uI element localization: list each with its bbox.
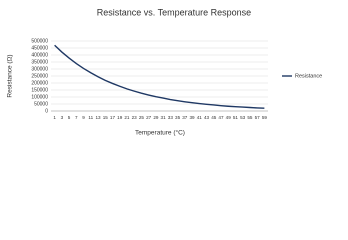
x-tick-label: 5 <box>68 115 71 120</box>
x-tick-label: 3 <box>61 115 64 120</box>
y-tick-label: 150000 <box>31 87 48 93</box>
y-tick-label: 300000 <box>31 66 48 72</box>
x-tick-label: 19 <box>117 115 123 120</box>
x-tick-label: 55 <box>247 115 253 120</box>
x-tick-label: 29 <box>153 115 159 120</box>
y-axis-title: Resistance (Ω) <box>7 54 14 97</box>
y-tick-label: 200000 <box>31 80 48 86</box>
x-tick-label: 53 <box>240 115 246 120</box>
y-tick-label: 350000 <box>31 59 48 65</box>
y-tick-label: 100000 <box>31 94 48 100</box>
x-axis-title: Temperature (°C) <box>135 129 185 137</box>
x-tick-label: 1 <box>53 115 56 120</box>
x-tick-label: 15 <box>103 115 109 120</box>
x-tick-label: 51 <box>233 115 239 120</box>
x-tick-label: 35 <box>175 115 181 120</box>
x-tick-label: 39 <box>189 115 195 120</box>
x-tick-label: 57 <box>255 115 261 120</box>
x-tick-label: 25 <box>139 115 145 120</box>
y-tick-label: 450000 <box>31 45 48 51</box>
y-tick-label: 250000 <box>31 73 48 79</box>
x-tick-label: 17 <box>110 115 116 120</box>
x-tick-label: 59 <box>262 115 268 120</box>
x-tick-label: 21 <box>124 115 130 120</box>
x-tick-label: 11 <box>88 115 93 120</box>
x-tick-label: 45 <box>211 115 217 120</box>
x-tick-label: 7 <box>75 115 78 120</box>
y-tick-label: 50000 <box>34 101 48 107</box>
legend-label: Resistance <box>295 73 322 79</box>
chart: Resistance vs. Temperature Response Resi… <box>7 7 323 137</box>
y-tick-label: 0 <box>45 108 48 114</box>
x-tick-label: 49 <box>226 115 232 120</box>
x-tick-label: 9 <box>82 115 85 120</box>
x-tick-label: 13 <box>95 115 101 120</box>
x-tick-label: 33 <box>168 115 174 120</box>
y-tick-label: 400000 <box>31 52 48 58</box>
chart-title: Resistance vs. Temperature Response <box>97 7 251 17</box>
x-tick-label: 37 <box>182 115 188 120</box>
x-tick-label: 31 <box>161 115 167 120</box>
x-tick-label: 47 <box>218 115 224 120</box>
x-tick-label: 27 <box>146 115 152 120</box>
x-tick-label: 43 <box>204 115 210 120</box>
x-tick-label: 23 <box>132 115 138 120</box>
line <box>54 44 265 109</box>
x-tick-label: 41 <box>197 115 203 120</box>
y-tick-label: 500000 <box>31 38 48 44</box>
